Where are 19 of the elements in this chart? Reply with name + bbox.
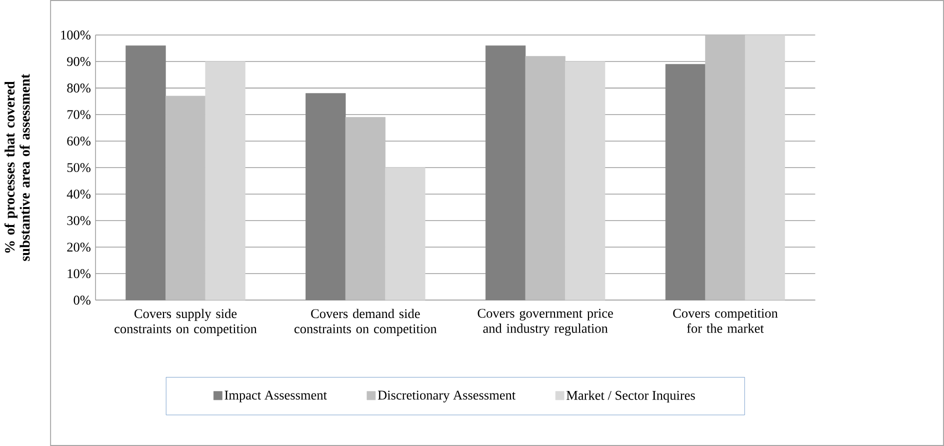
y-tick-label: 70% [68, 110, 90, 120]
legend-label: Market / Sector Inquires [566, 390, 695, 403]
y-tick-label: 20% [67, 242, 90, 252]
y-tick-label: 30% [67, 216, 90, 226]
x-tick-label: Covers competition for the market [673, 308, 778, 333]
y-tick-label: 0% [74, 296, 90, 305]
y-tick-label: 10% [68, 269, 90, 278]
legend-label: Discretionary Assessment [378, 390, 516, 402]
x-tick-label: Covers demand side constraints on competition [294, 308, 437, 336]
y-tick-label: 60% [67, 136, 90, 146]
y-axis-title: % of processes that covered substantive area of assessment [4, 74, 30, 261]
y-tick-label: 90% [67, 57, 90, 66]
y-tick-label: 50% [67, 163, 90, 172]
x-tick-label: Covers government price and industry regulation [478, 308, 613, 336]
y-tick-label: 80% [67, 84, 90, 93]
y-tick-label: 40% [66, 190, 90, 199]
legend-label: Impact Assessment [224, 390, 327, 402]
y-tick-label: 100% [61, 30, 90, 40]
x-tick-label: Covers supply side constraints on competition [114, 308, 257, 336]
